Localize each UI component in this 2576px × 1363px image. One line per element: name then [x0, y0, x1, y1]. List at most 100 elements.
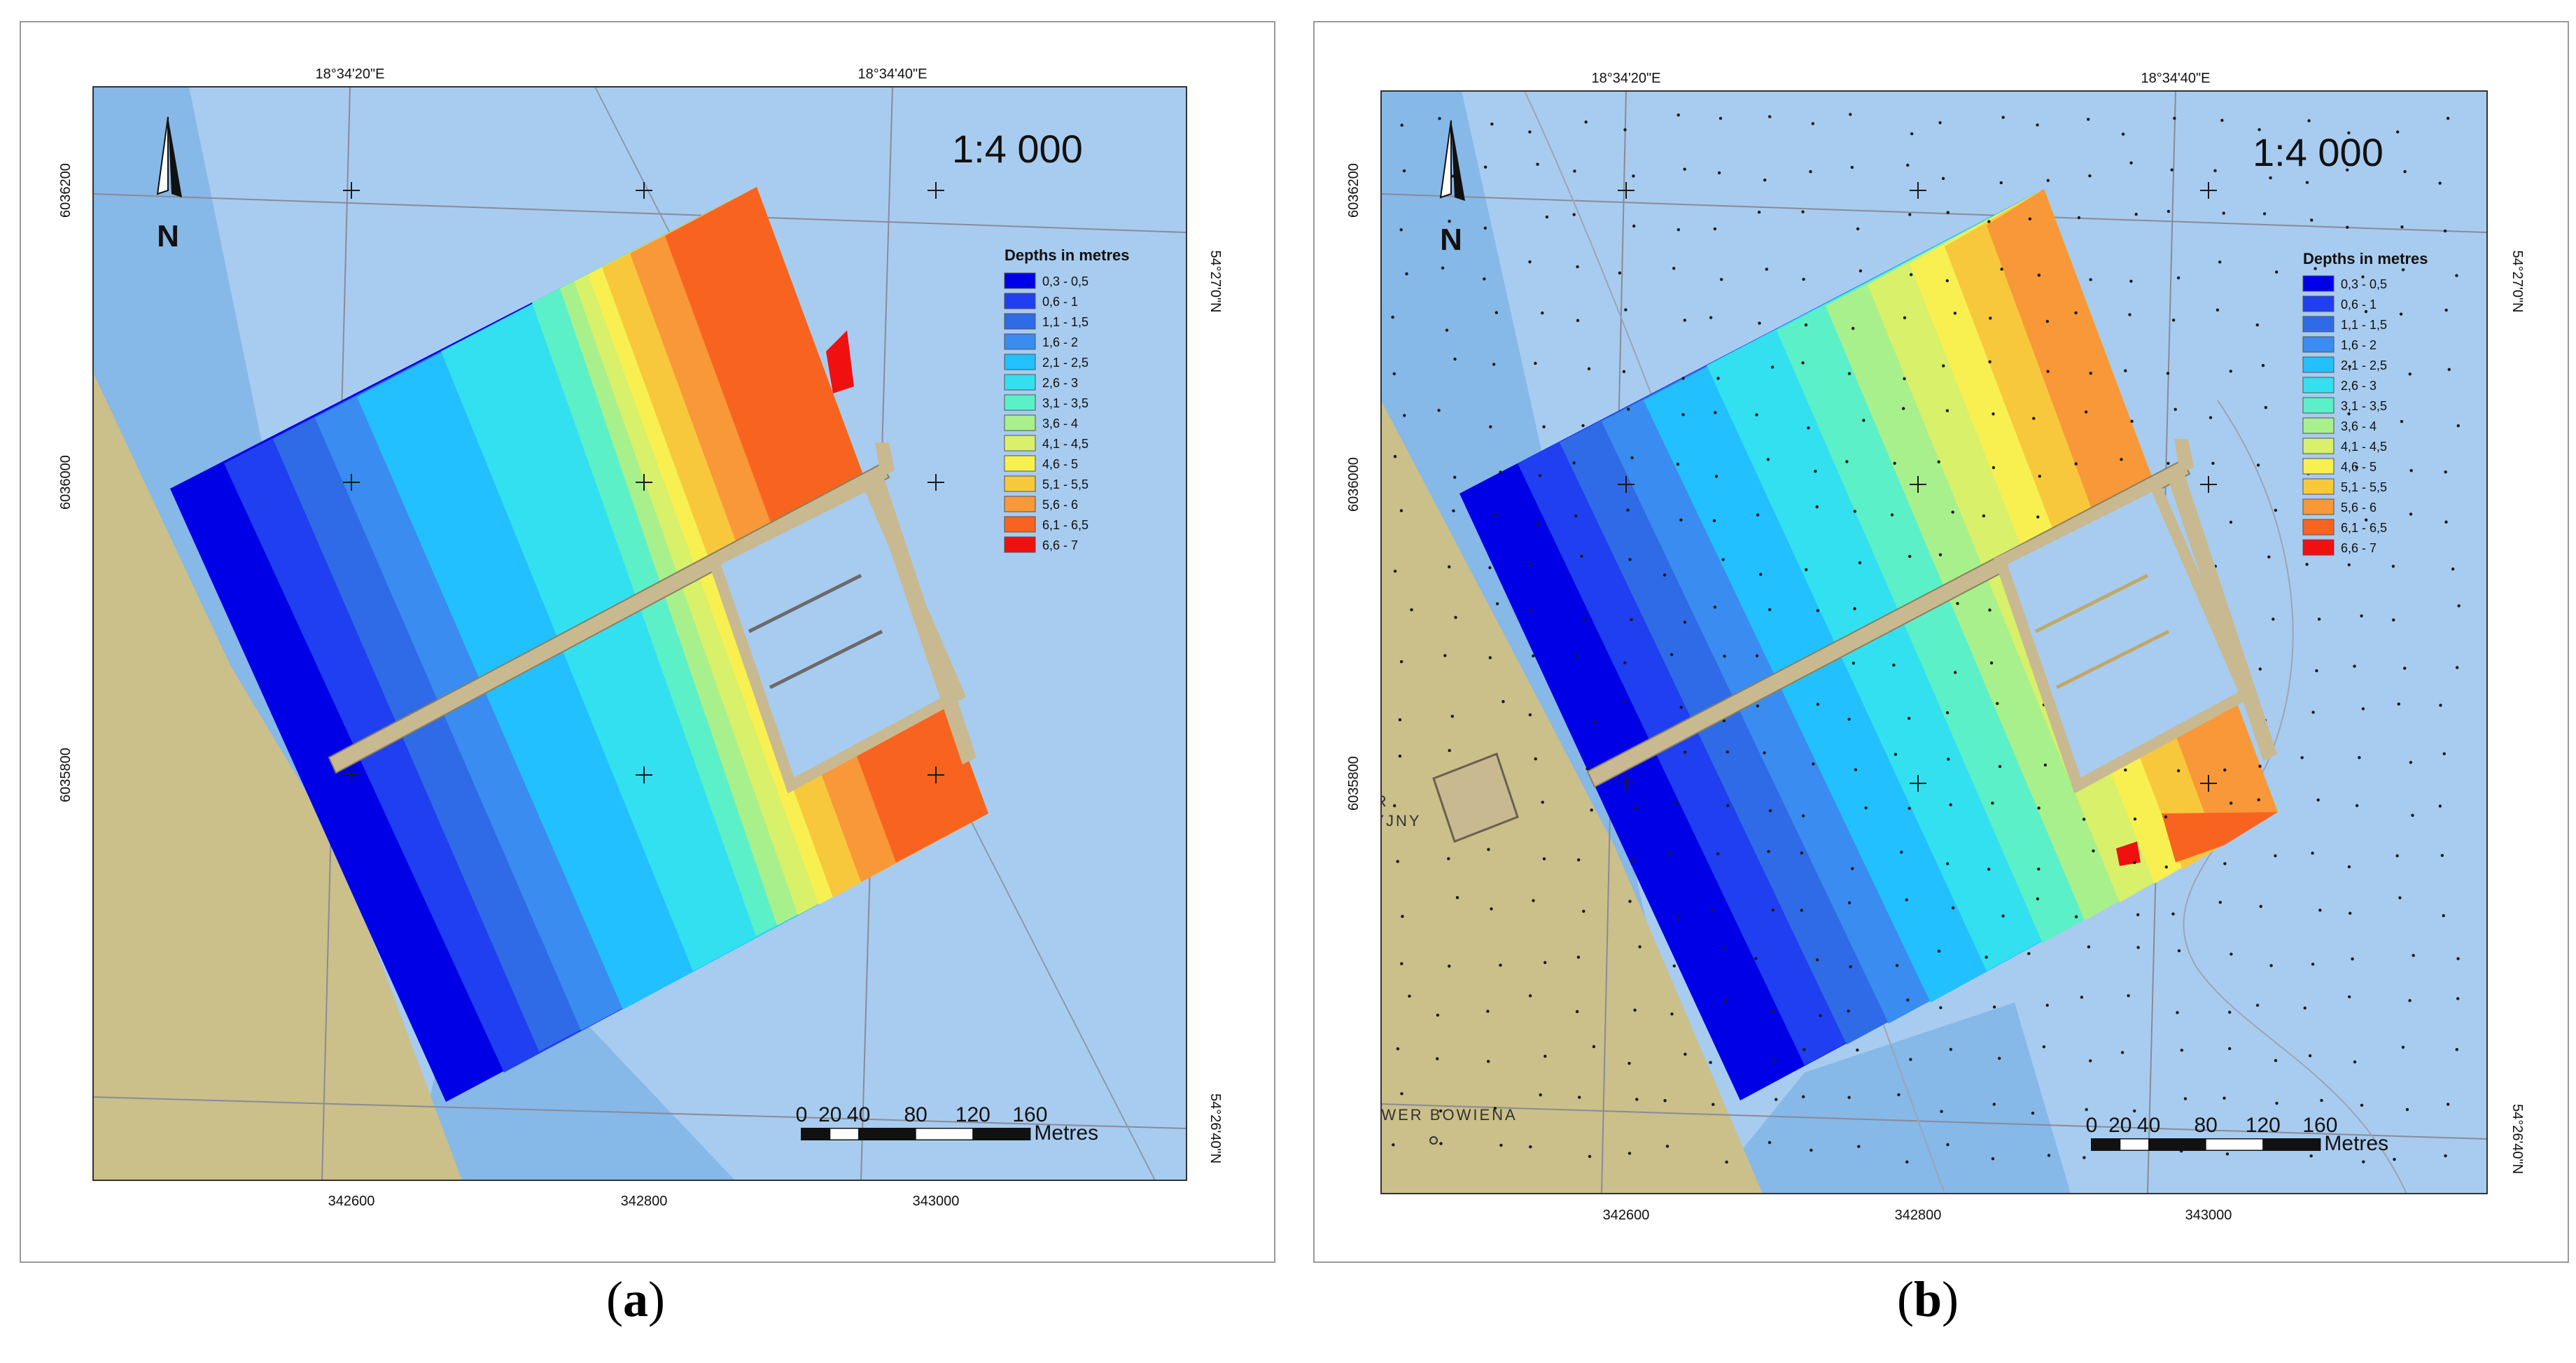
- sounding-point: [1804, 323, 1808, 327]
- sounding-point: [1819, 1014, 1822, 1017]
- sounding-point: [2120, 458, 2123, 461]
- sounding-point: [1402, 169, 1406, 173]
- sounding-point: [1534, 757, 1537, 761]
- sounding-point: [1908, 554, 1912, 558]
- sounding-point: [1683, 620, 1687, 624]
- sounding-point: [1676, 113, 1680, 117]
- sounding-point: [1862, 419, 1865, 422]
- sounding-point: [1854, 768, 1858, 771]
- sounding-point: [1726, 804, 1730, 808]
- panel-caption-a: (a): [606, 1271, 665, 1327]
- scale-bar-tick-label: 160: [2302, 1114, 2337, 1137]
- sounding-point: [2272, 617, 2275, 621]
- harbor-pier: [328, 442, 976, 794]
- map-canvas-b: SKWER URACYJNY SKWER BOWIENA N 1:4 000 D…: [1346, 71, 2525, 1223]
- sounding-point: [1576, 319, 1580, 322]
- sounding-point: [1773, 1058, 1777, 1062]
- panel-caption-b: (b): [1896, 1271, 1959, 1327]
- sounding-point: [1483, 277, 1486, 281]
- sounding-point: [2166, 209, 2171, 214]
- sounding-point: [1405, 272, 1408, 276]
- sounding-point: [1856, 1048, 1859, 1052]
- sounding-point: [2257, 798, 2260, 802]
- sounding-point: [1486, 1009, 1490, 1013]
- northing-label: 6036200: [58, 163, 74, 218]
- legend-label: 4,1 - 4,5: [1042, 437, 1088, 451]
- scale-bar-segment: [2148, 1138, 2206, 1151]
- sounding-point: [1400, 123, 1404, 127]
- sounding-point: [1487, 1060, 1490, 1063]
- sounding-point: [2409, 512, 2413, 516]
- sounding-point: [2046, 179, 2050, 182]
- sounding-point: [1946, 1142, 1949, 1147]
- sounding-point: [2400, 419, 2404, 424]
- sounding-point: [2348, 995, 2351, 999]
- sounding-point: [2045, 1003, 2049, 1007]
- legend-label: 0,6 - 1: [1042, 295, 1078, 309]
- legend-swatch: [1004, 455, 1036, 472]
- easting-label: 342600: [328, 1194, 375, 1209]
- sounding-point: [1811, 122, 1814, 125]
- legend-swatch: [1004, 374, 1036, 391]
- sounding-point: [2028, 217, 2032, 221]
- sounding-point: [1674, 802, 1679, 805]
- sounding-point: [2275, 270, 2278, 274]
- sounding-point: [2314, 267, 2317, 270]
- sounding-point: [1396, 860, 1399, 863]
- sounding-point: [2171, 912, 2175, 916]
- sounding-point: [1577, 858, 1581, 862]
- sounding-point: [2455, 1048, 2458, 1051]
- sounding-point: [1941, 176, 1945, 181]
- sounding-point: [1946, 211, 1949, 214]
- sounding-point: [2230, 802, 2233, 805]
- legend-label: 6,6 - 7: [2341, 541, 2376, 555]
- sounding-point: [1622, 370, 1626, 373]
- northing-label: 6036000: [58, 455, 74, 510]
- sounding-point: [1584, 120, 1588, 124]
- graticule-line: [1381, 1103, 2487, 1140]
- sounding-point: [2258, 764, 2262, 768]
- map-panel-b: SKWER URACYJNY SKWER BOWIENA N 1:4 000 D…: [1313, 21, 2569, 1263]
- sounding-point: [1630, 617, 1633, 622]
- sounding-point: [2310, 218, 2314, 222]
- scale-bar-segment: [2205, 1138, 2264, 1151]
- sounding-point: [1809, 170, 1812, 174]
- easting-label: 342800: [621, 1194, 668, 1209]
- sounding-point: [1709, 316, 1713, 319]
- sounding-point: [1392, 372, 1396, 376]
- sounding-point: [1399, 509, 1404, 512]
- easting-label: 342600: [1603, 1208, 1650, 1223]
- scale-bar-tick-label: 160: [1012, 1103, 1047, 1126]
- legend-label: 3,6 - 4: [1042, 417, 1078, 431]
- latitude-label: 54°27'0"N: [1208, 251, 1223, 313]
- sounding-point: [1946, 862, 1949, 866]
- scale-bar-tick-label: 80: [2194, 1114, 2218, 1137]
- sounding-point: [1403, 414, 1406, 417]
- legend-swatch: [1004, 333, 1036, 350]
- sounding-point: [1945, 711, 1949, 715]
- sounding-point: [1771, 908, 1775, 912]
- sounding-point: [1953, 312, 1957, 315]
- sounding-point: [2089, 1059, 2092, 1063]
- sounding-point: [1893, 461, 1896, 465]
- sounding-point: [1488, 566, 1492, 570]
- sounding-point: [1800, 851, 1803, 855]
- sounding-point: [1667, 852, 1672, 855]
- sounding-point: [2408, 999, 2412, 1002]
- sounding-point: [1724, 999, 1728, 1003]
- sounding-point: [2259, 904, 2262, 909]
- map-frame: [92, 86, 1187, 1181]
- sounding-point: [1632, 174, 1635, 178]
- sounding-point: [1754, 957, 1758, 960]
- sounding-point: [2173, 116, 2176, 120]
- legend-swatch: [2302, 397, 2334, 414]
- sounding-point: [1853, 607, 1856, 610]
- sounding-point: [1630, 456, 1634, 460]
- sounding-point: [1717, 171, 1721, 175]
- sounding-point: [1393, 804, 1396, 808]
- sounding-point: [1938, 121, 1942, 125]
- sounding-point: [2087, 945, 2091, 949]
- latitude-label: 54°26'40"N: [1208, 1093, 1223, 1163]
- sounding-point: [1992, 1103, 1996, 1106]
